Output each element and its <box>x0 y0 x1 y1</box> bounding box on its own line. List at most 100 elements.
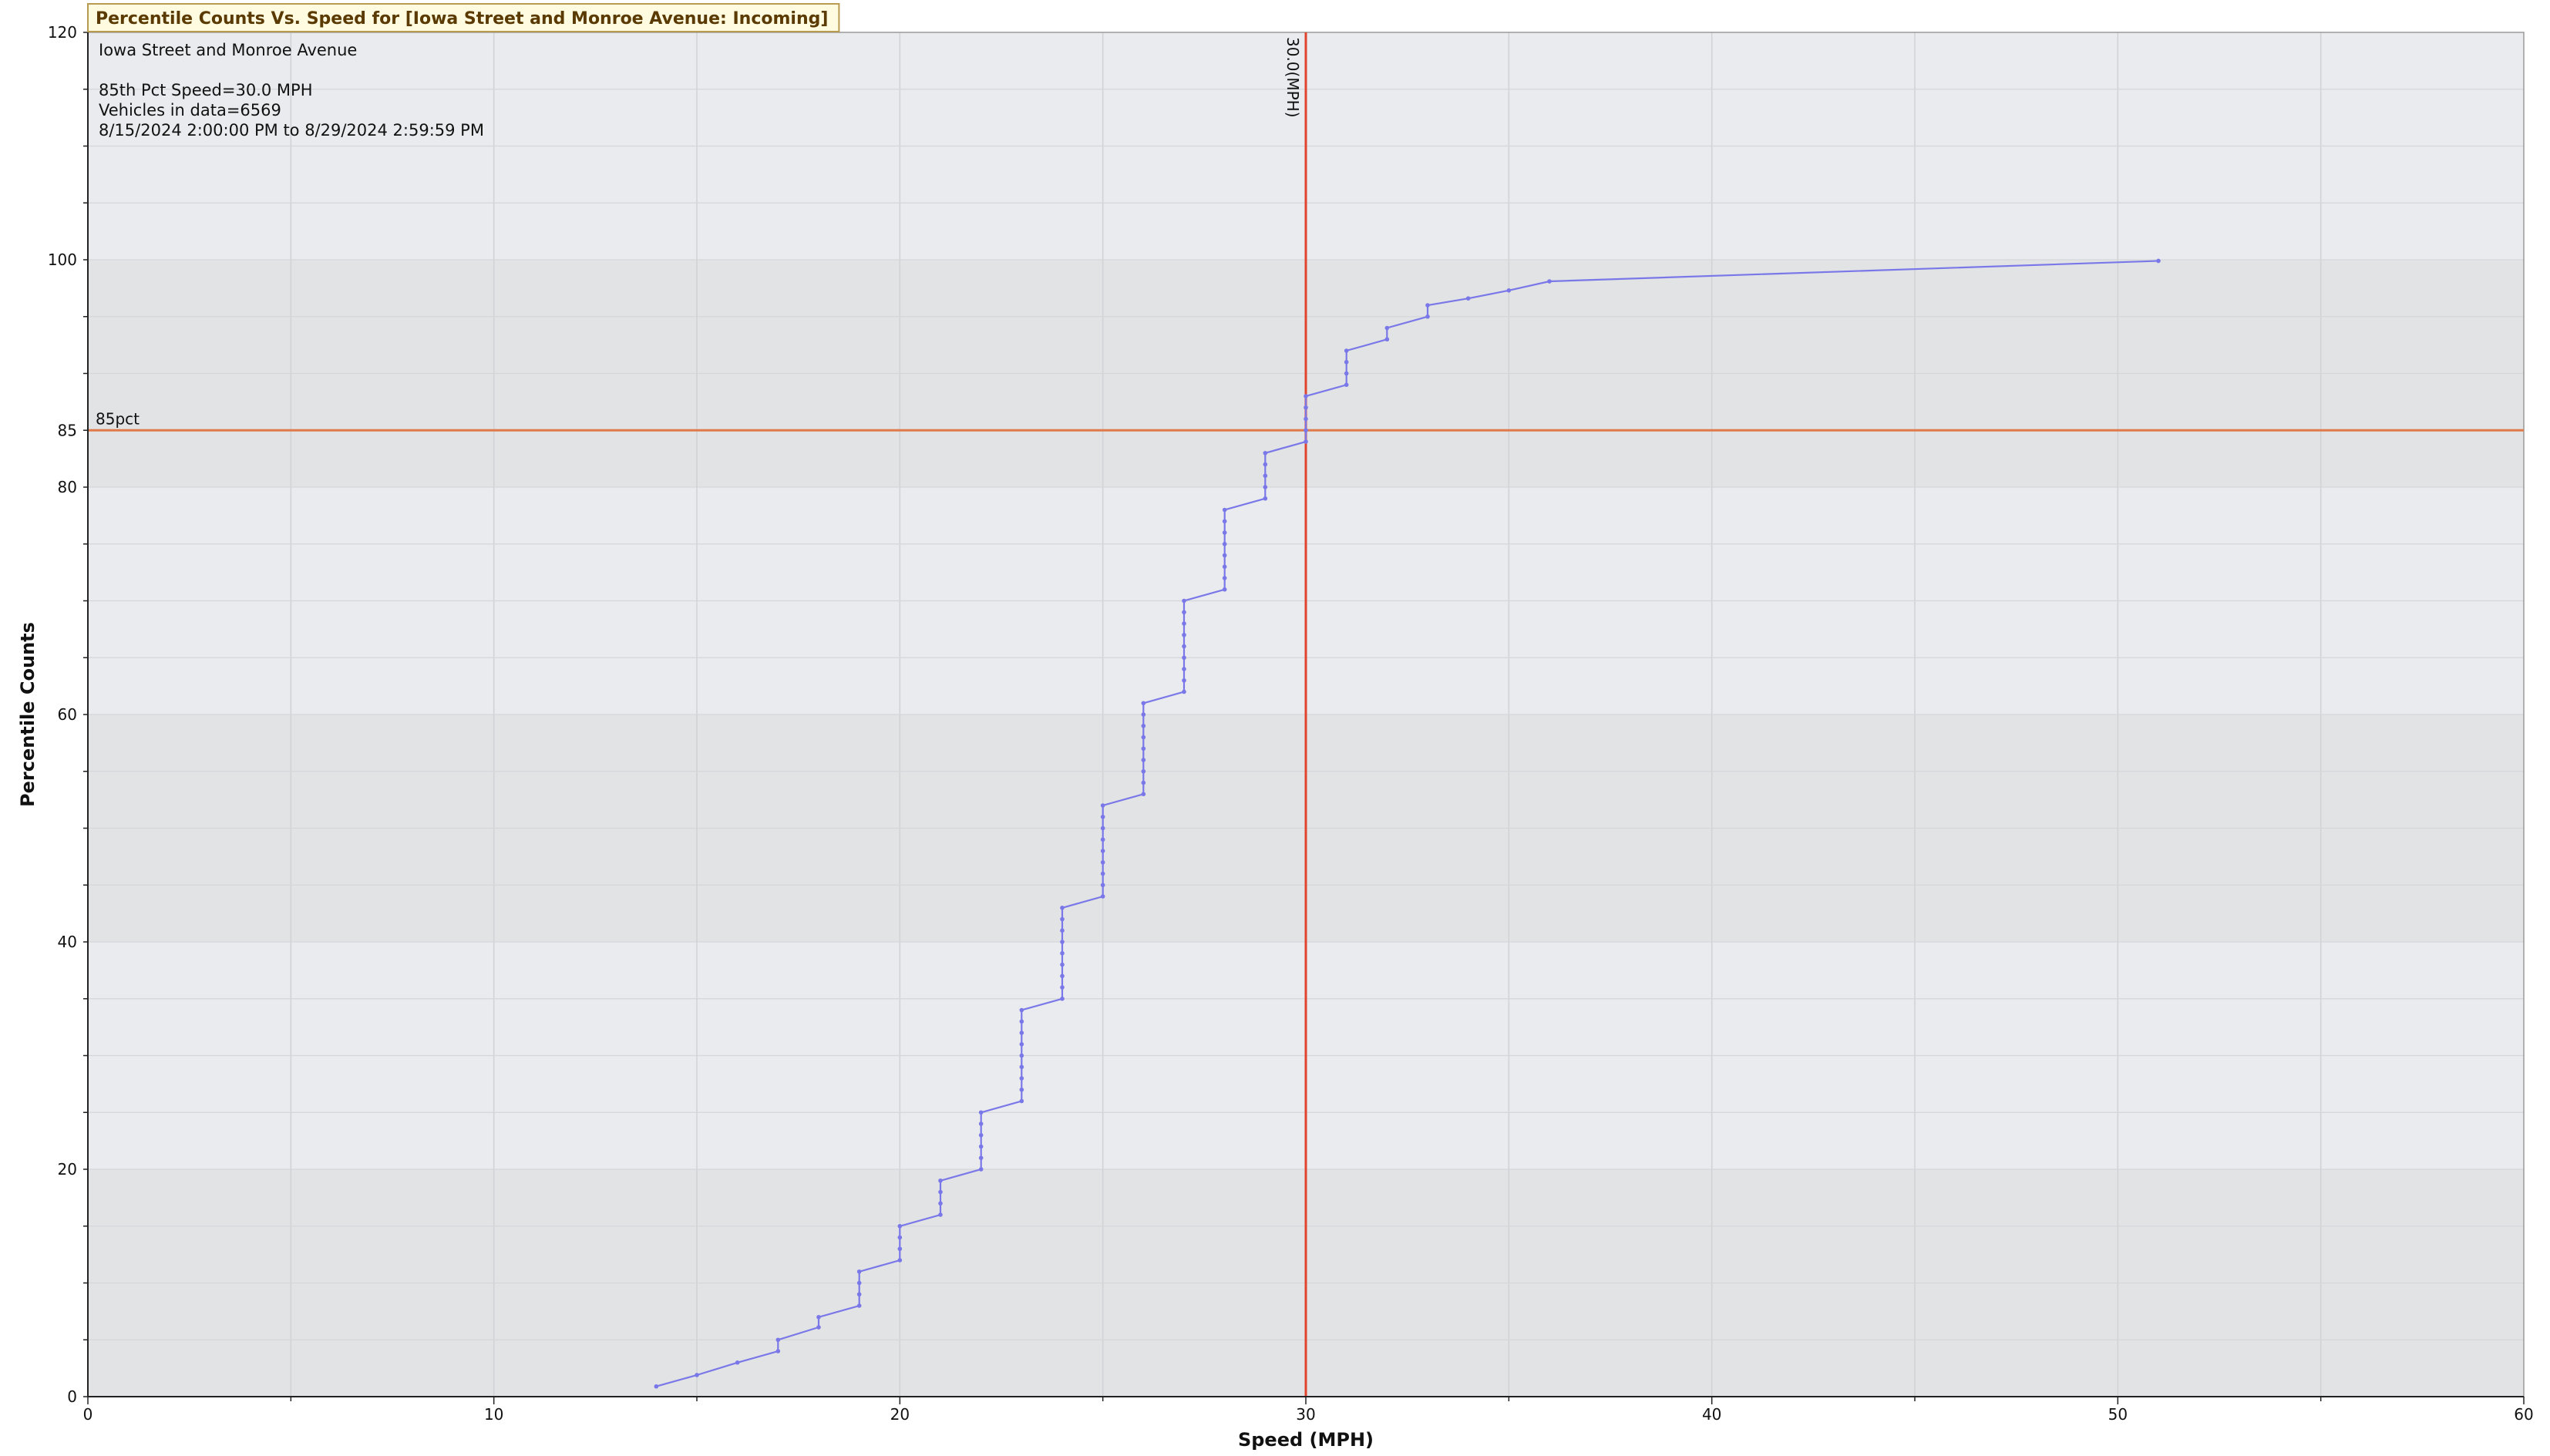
data-point <box>1344 371 1349 376</box>
chart-title-box: Percentile Counts Vs. Speed for [Iowa St… <box>87 3 840 32</box>
info-text-block: Iowa Street and Monroe Avenue 85th Pct S… <box>99 41 484 140</box>
data-point <box>1100 859 1105 865</box>
data-point <box>897 1246 903 1252</box>
y-tick-label: 80 <box>58 478 77 496</box>
data-point <box>1141 780 1146 785</box>
data-point <box>1263 450 1268 456</box>
x-tick-label: 10 <box>484 1405 503 1424</box>
data-point <box>1141 735 1146 740</box>
data-point <box>1182 678 1186 683</box>
data-point <box>1100 826 1105 831</box>
data-point <box>1182 610 1186 615</box>
x-axis-title: Speed (MPH) <box>1238 1429 1374 1451</box>
data-point <box>1304 405 1308 410</box>
chart-title: Percentile Counts Vs. Speed for [Iowa St… <box>96 9 828 29</box>
data-point <box>1263 462 1268 467</box>
data-point <box>1344 359 1349 365</box>
data-point <box>2156 258 2161 264</box>
x-tick-label: 20 <box>890 1405 910 1424</box>
data-point <box>1060 928 1065 933</box>
x-tick-label: 50 <box>2108 1405 2128 1424</box>
data-point <box>1304 416 1308 422</box>
data-point <box>1060 916 1065 922</box>
data-point <box>1222 541 1227 546</box>
data-point <box>1304 439 1308 444</box>
data-point <box>1222 587 1227 592</box>
data-point <box>1060 973 1065 979</box>
data-point <box>1100 883 1105 888</box>
data-point <box>1425 314 1430 319</box>
vertical-reference-label: 30.0(MPH) <box>1283 37 1302 118</box>
series-layer <box>654 258 2161 1389</box>
data-point <box>1019 1031 1024 1035</box>
data-point <box>735 1360 740 1365</box>
data-point <box>897 1223 903 1229</box>
data-point <box>1182 655 1186 661</box>
data-point <box>1100 849 1105 853</box>
data-point <box>1222 519 1227 524</box>
data-point <box>897 1258 903 1263</box>
x-tick-label: 30 <box>1296 1405 1315 1424</box>
data-point <box>695 1373 699 1377</box>
data-point <box>1141 723 1146 728</box>
data-point <box>1019 1064 1024 1070</box>
data-point <box>978 1132 984 1138</box>
data-point <box>775 1349 781 1353</box>
x-tick-label: 40 <box>1702 1405 1721 1424</box>
y-tick-label: 0 <box>67 1387 77 1406</box>
data-point <box>1141 746 1146 752</box>
data-point <box>1222 507 1227 513</box>
data-point <box>1344 348 1349 353</box>
data-point <box>978 1144 984 1149</box>
data-point <box>1182 621 1186 626</box>
data-point <box>1019 1007 1024 1013</box>
data-point <box>1506 288 1512 293</box>
data-point <box>1182 632 1186 637</box>
data-point <box>1100 871 1105 876</box>
data-point <box>1060 905 1065 910</box>
data-point <box>1060 962 1065 967</box>
data-point <box>1182 667 1186 671</box>
data-point <box>856 1303 862 1308</box>
data-point <box>1425 303 1430 308</box>
data-point <box>1060 950 1065 956</box>
data-point <box>1304 394 1308 398</box>
y-tick-label: 40 <box>58 933 77 951</box>
data-point <box>816 1325 821 1330</box>
data-point <box>978 1110 984 1115</box>
data-point <box>1141 712 1146 717</box>
info-date-range: 8/15/2024 2:00:00 PM to 8/29/2024 2:59:5… <box>99 121 484 140</box>
data-point <box>856 1280 862 1286</box>
data-point <box>1141 758 1146 762</box>
data-point <box>1465 296 1471 301</box>
data-point <box>938 1201 943 1206</box>
data-point <box>897 1235 903 1240</box>
y-ticks: 0 20 40 60 80 85 100 120 <box>48 23 88 1406</box>
data-point <box>1100 814 1105 819</box>
x-ticks: 0 10 20 30 40 50 60 <box>83 1397 2534 1424</box>
data-point <box>978 1167 984 1172</box>
y-tick-label: 60 <box>58 705 77 724</box>
data-point <box>1019 1041 1024 1047</box>
data-point <box>775 1337 781 1343</box>
data-point <box>938 1189 943 1195</box>
data-point <box>1222 576 1227 580</box>
info-vehicle-count: Vehicles in data=6569 <box>99 101 281 119</box>
y-tick-label: 20 <box>58 1160 77 1179</box>
data-point <box>1222 553 1227 558</box>
chart-title-background <box>87 3 840 32</box>
data-point <box>1141 768 1146 774</box>
y-tick-label: 120 <box>48 23 77 42</box>
data-point <box>1263 473 1268 479</box>
data-point <box>938 1212 943 1217</box>
y-axis-title: Percentile Counts <box>17 622 39 807</box>
data-point <box>1019 1098 1024 1104</box>
series-line <box>656 260 2159 1387</box>
data-point <box>1100 803 1105 808</box>
data-point <box>1060 996 1065 1001</box>
data-point <box>1263 485 1268 489</box>
info-85th-speed: 85th Pct Speed=30.0 MPH <box>99 81 313 99</box>
data-point <box>1019 1087 1024 1092</box>
